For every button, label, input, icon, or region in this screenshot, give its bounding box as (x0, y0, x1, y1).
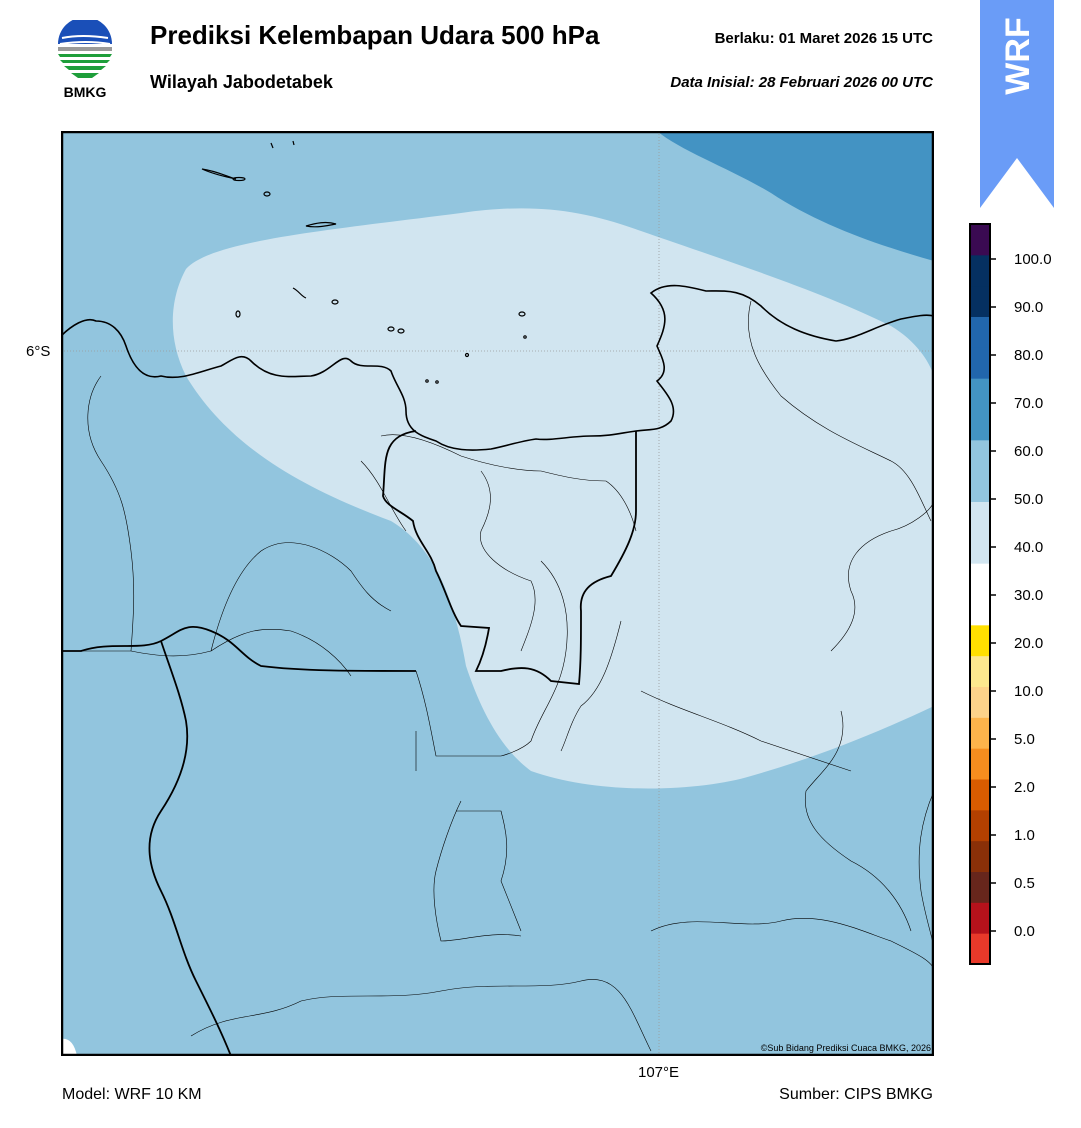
colorbar-tick-label: 90.0 (1014, 299, 1043, 316)
map-credit: ©Sub Bidang Prediksi Cuaca BMKG, 2026 (760, 1043, 931, 1053)
colorbar-segment (970, 717, 990, 749)
colorbar-segment (970, 686, 990, 718)
colorbar-segment (970, 594, 990, 626)
colorbar-segment (970, 532, 990, 564)
coastline (61, 284, 934, 451)
colorbar-tick-label: 50.0 (1014, 491, 1043, 508)
colorbar-segment (970, 779, 990, 811)
lon-tick-label: 107°E (638, 1064, 680, 1081)
bmkg-logo (58, 20, 112, 78)
logo-text: BMKG (63, 84, 107, 100)
colorbar-segment (970, 902, 990, 934)
humidity-colorbar: 0.0 0.5 1.0 2.0 5.0 10.0 20.0 30.0 40.0 50.0 60.0 7… (969, 223, 1052, 965)
humidity-class-50-60-area (172, 208, 934, 789)
colorbar-segment (970, 224, 990, 256)
colorbar-segment (970, 563, 990, 595)
district-borders (61, 300, 934, 1052)
colorbar-tick-label: 70.0 (1014, 395, 1043, 412)
colorbar-tick-label: 5.0 (1014, 731, 1035, 748)
map-subtitle: Wilayah Jabodetabek (150, 72, 333, 92)
colorbar-segment (970, 840, 990, 872)
colorbar-segment (970, 470, 990, 502)
colorbar-tick-label: 100.0 (1014, 251, 1052, 268)
humidity-map (61, 131, 934, 1056)
colorbar-tick-label: 2.0 (1014, 779, 1035, 796)
colorbar-segment (970, 378, 990, 410)
colorbar-tick-label: 40.0 (1014, 539, 1043, 556)
colorbar-frame (969, 223, 991, 965)
bottom-left-patch (61, 1038, 77, 1056)
colorbar-segment (970, 748, 990, 780)
colorbar-segment (970, 501, 990, 533)
initial-data-time: Data Inisial: 28 Februari 2026 00 UTC (670, 74, 933, 91)
colorbar-segment (970, 254, 990, 287)
colorbar-segment (970, 655, 990, 687)
colorbar-segment (970, 624, 990, 657)
colorbar-tick-label: 1.0 (1014, 827, 1035, 844)
colorbar-segment (970, 347, 990, 379)
humidity-class-70-80-area (657, 131, 934, 261)
colorbar-segment (970, 409, 990, 441)
colorbar-tick-label: 10.0 (1014, 683, 1043, 700)
wrf-banner: WRF (980, 0, 1054, 208)
colorbar-tick-label: 0.0 (1014, 923, 1035, 940)
lat-tick-label: 6°S (26, 343, 51, 360)
colorbar-segment (970, 871, 990, 903)
model-info: Model: WRF 10 KM (62, 1086, 202, 1103)
map-frame (61, 131, 934, 1056)
colorbar-tick-label: 0.5 (1014, 875, 1035, 892)
province-borders (61, 430, 637, 1056)
colorbar-segment (970, 439, 990, 472)
map-title: Prediksi Kelembapan Udara 500 hPa (150, 20, 600, 50)
colorbar-segment (970, 933, 990, 965)
colorbar-tick-label: 30.0 (1014, 587, 1043, 604)
colorbar-tick-label: 20.0 (1014, 635, 1043, 652)
source-info: Sumber: CIPS BMKG (779, 1086, 933, 1103)
colorbar-tick-label: 80.0 (1014, 347, 1043, 364)
valid-time: Berlaku: 01 Maret 2026 15 UTC (714, 30, 933, 47)
colorbar-segment (970, 285, 990, 317)
colorbar-tick-label: 60.0 (1014, 443, 1043, 460)
colorbar-segment (970, 809, 990, 842)
thousand-islands (201, 140, 527, 384)
wrf-banner-text: WRF (999, 17, 1037, 94)
colorbar-segment (970, 316, 990, 348)
